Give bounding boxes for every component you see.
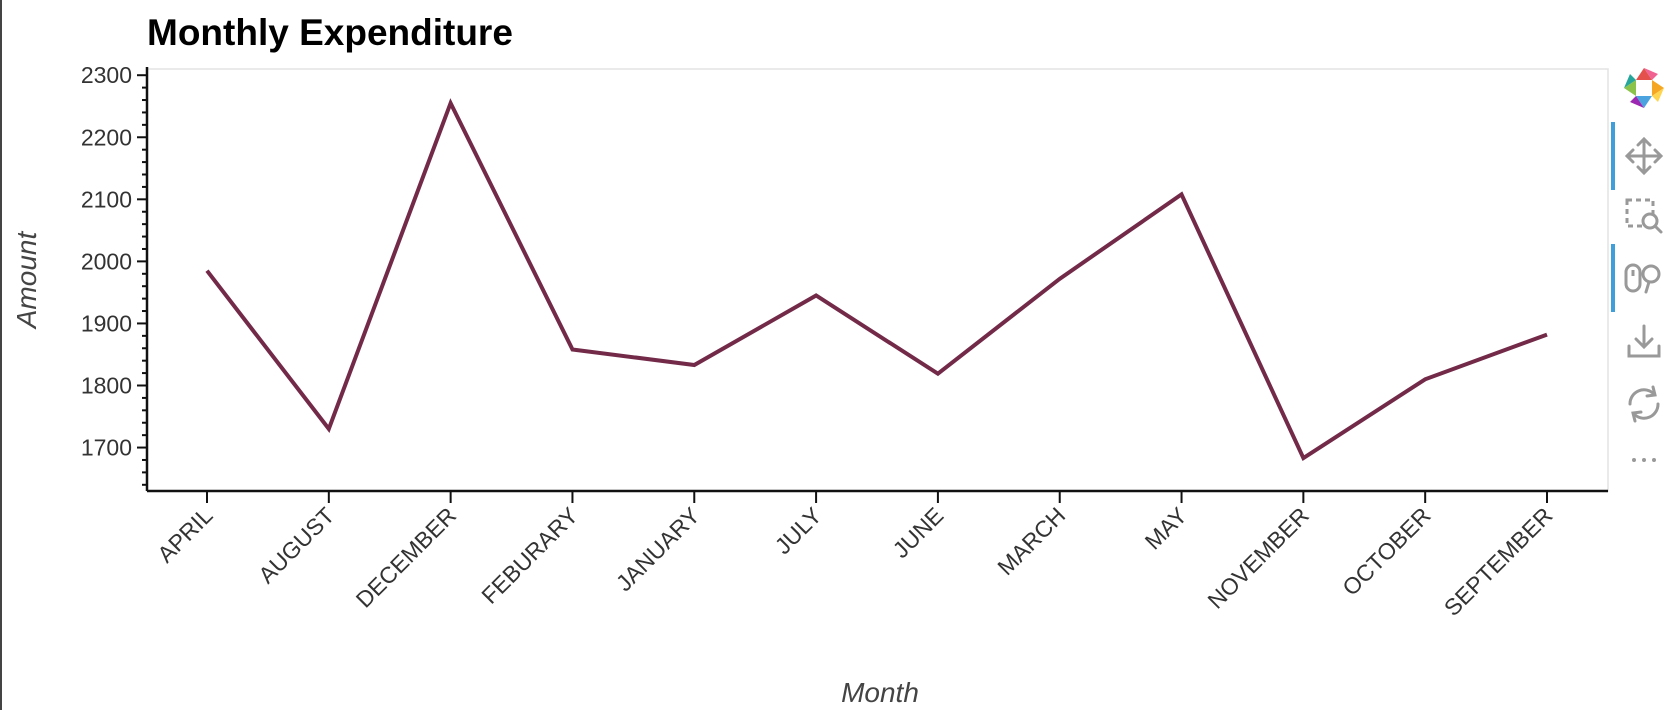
x-tick-label: DECEMBER — [351, 502, 462, 613]
x-tick-label: AUGUST — [253, 502, 339, 588]
pan-icon[interactable] — [1611, 122, 1666, 190]
series-line — [205, 98, 1548, 462]
x-tick-label: OCTOBER — [1337, 502, 1436, 601]
reset-icon[interactable] — [1622, 382, 1666, 426]
y-tick-label: 1900 — [81, 310, 132, 336]
y-tick-label: 2300 — [81, 62, 132, 88]
plot-frame — [146, 68, 1609, 492]
save-icon[interactable] — [1622, 320, 1666, 364]
bokeh-logo-icon[interactable] — [1622, 66, 1666, 110]
wheel-zoom-icon[interactable] — [1611, 244, 1666, 312]
window-edge — [0, 0, 2, 710]
x-axis: APRIL AUGUST DECEMBER FEBURARY JANUARY JULY JU… — [147, 489, 1608, 621]
chart-title: Monthly Expenditure — [147, 12, 513, 53]
plot-border — [146, 68, 1609, 492]
y-axis-title: Amount — [11, 231, 42, 331]
more-icon[interactable] — [1622, 438, 1666, 482]
x-tick-label: APRIL — [152, 502, 218, 568]
x-tick-label: JUNE — [888, 502, 949, 563]
x-axis-title: Month — [841, 677, 919, 708]
y-axis: 1700 1800 1900 2000 2100 2200 2300 — [81, 62, 149, 491]
y-tick-label: 1700 — [81, 435, 132, 461]
series-layer — [205, 98, 1548, 462]
box-zoom-icon[interactable] — [1622, 194, 1666, 238]
y-tick-label: 2100 — [81, 186, 132, 212]
plot-toolbar — [1600, 62, 1676, 502]
y-tick-label: 2200 — [81, 124, 132, 150]
x-tick-label: MARCH — [992, 502, 1070, 580]
x-tick-label: MAY — [1140, 502, 1192, 554]
x-tick-label: SEPTEMBER — [1439, 502, 1558, 621]
x-tick-label: JANUARY — [611, 502, 705, 596]
y-tick-label: 2000 — [81, 248, 132, 274]
x-tick-label: NOVEMBER — [1202, 502, 1313, 613]
x-tick-label: JULY — [770, 502, 827, 559]
y-tick-label: 1800 — [81, 373, 132, 399]
x-tick-label: FEBURARY — [476, 502, 583, 609]
